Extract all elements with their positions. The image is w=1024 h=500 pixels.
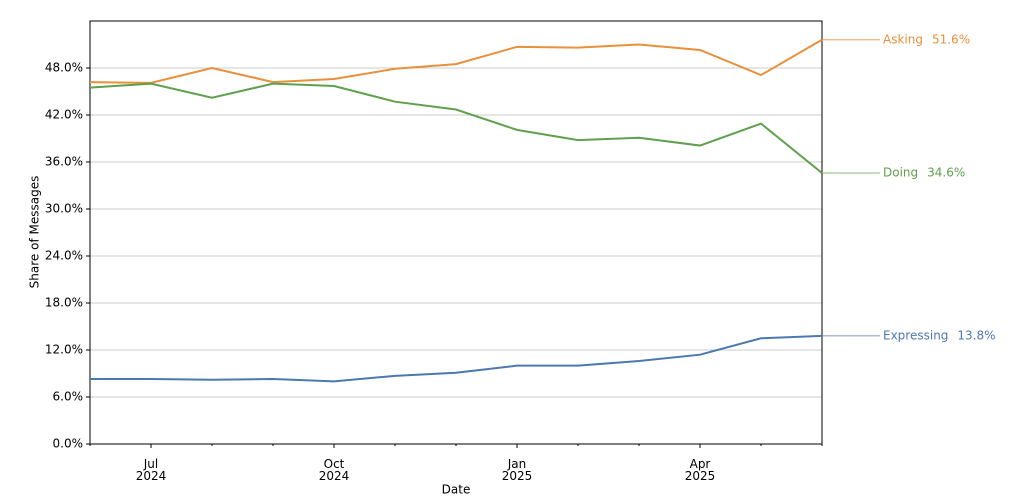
x-axis-label: Date	[442, 483, 471, 497]
y-tick-label: 12.0%	[45, 343, 83, 357]
series-label: Doing	[883, 165, 918, 179]
end-value-label: 13.8%	[957, 328, 995, 342]
y-tick-label: 30.0%	[45, 202, 83, 216]
series-label: Expressing	[883, 328, 948, 342]
x-tick-label: Jul 2024	[135, 457, 167, 483]
y-tick-label: 18.0%	[45, 296, 83, 310]
y-tick-label: 6.0%	[53, 390, 84, 404]
end-value-label: 34.6%	[927, 165, 965, 179]
y-tick-label: 24.0%	[45, 249, 83, 263]
x-tick-label: Oct 2024	[318, 457, 350, 483]
series-label: Asking	[883, 32, 923, 46]
y-axis-label: Share of Messages	[28, 176, 42, 289]
y-tick-label: 48.0%	[45, 61, 83, 75]
y-tick-label: 0.0%	[53, 437, 84, 451]
series-line	[90, 334, 823, 383]
plot-frame	[89, 20, 823, 445]
y-tick-label: 42.0%	[45, 108, 83, 122]
series-line	[89, 82, 823, 174]
x-tick-label: Apr 2025	[684, 457, 716, 483]
end-value-label: 51.6%	[932, 32, 970, 46]
x-tick-label: Jan 2025	[501, 457, 533, 483]
series-line	[89, 38, 823, 84]
y-tick-label: 36.0%	[45, 155, 83, 169]
